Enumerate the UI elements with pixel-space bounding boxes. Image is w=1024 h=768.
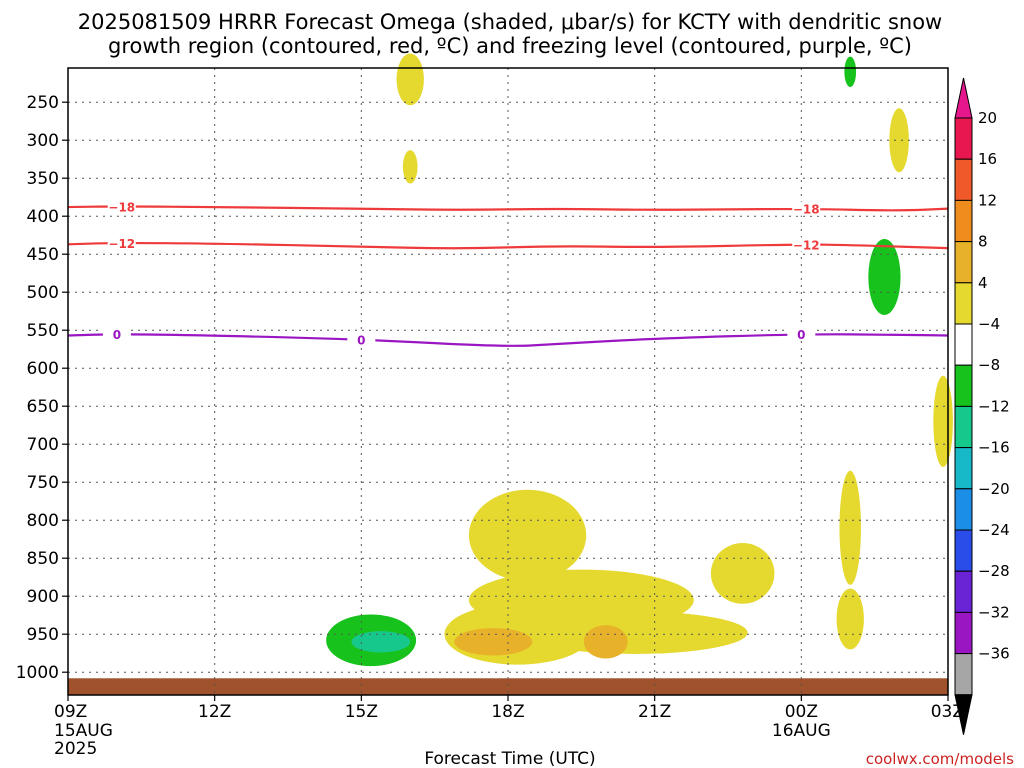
omega-region-14 <box>583 625 628 659</box>
ytick-label-850: 850 <box>27 549 59 569</box>
colorbar-swatch-1 <box>954 158 973 201</box>
colorbar-swatch-13 <box>954 653 973 696</box>
dendritic-contour-1-label-0: −12 <box>108 237 135 251</box>
omega-region-8 <box>710 543 775 604</box>
colorbar-label-7: −12 <box>978 397 1010 415</box>
ytick-label-350: 350 <box>27 169 59 189</box>
colorbar-label-6: −8 <box>978 356 1000 374</box>
colorbar-swatch-9 <box>954 488 973 531</box>
xtick-label-3: 12Z <box>198 702 231 722</box>
colorbar-swatch-8 <box>954 447 973 490</box>
credit-text: coolwx.com/models <box>866 750 1014 768</box>
xtick-label-15: 00Z <box>785 702 818 722</box>
freezing-level-contour-label-2: 0 <box>797 328 805 342</box>
colorbar-swatch-5 <box>954 323 973 366</box>
temperature-contours: −18 −18 −12 −12 0 0 0 <box>67 199 949 347</box>
colorbar-label-0: 20 <box>978 109 997 127</box>
ytick-label-700: 700 <box>27 435 59 455</box>
colorbar-label-2: 12 <box>978 191 997 209</box>
freezing-level-contour-label-0: 0 <box>113 328 121 342</box>
xtick-label-9: 18Z <box>491 702 524 722</box>
ytick-label-550: 550 <box>27 321 59 341</box>
xtick-label-0: 09Z <box>54 702 87 722</box>
colorbar-label-13: −36 <box>978 645 1010 663</box>
omega-region-4 <box>868 239 901 315</box>
ytick-label-900: 900 <box>27 587 59 607</box>
chart-title-line2: growth region (contoured, red, ºC) and f… <box>108 34 912 58</box>
colorbar-swatch-7 <box>954 405 973 449</box>
freezing-level-contour-label-bg-1 <box>347 332 376 347</box>
colorbar-swatch-12 <box>954 611 973 655</box>
colorbar-legend: 20 16 12 8 4 −4 −8 −12 −16 −20 −24 −28 −32 −36 <box>954 77 1010 735</box>
terrain-band <box>68 678 948 695</box>
omega-region-7 <box>836 588 864 650</box>
colorbar-label-1: 16 <box>978 150 997 168</box>
colorbar-label-8: −16 <box>978 439 1010 457</box>
xtick-year-0: 2025 <box>54 739 97 759</box>
terrain-fill <box>68 678 948 695</box>
ytick-label-1000: 1000 <box>16 663 59 683</box>
dendritic-contour-1-line <box>67 241 949 250</box>
colorbar-label-12: −32 <box>978 603 1010 621</box>
chart-title-line1: 2025081509 HRRR Forecast Omega (shaded, … <box>78 10 942 34</box>
freezing-level-contour-label-bg-0 <box>102 327 131 341</box>
colorbar-label-10: −24 <box>978 521 1010 539</box>
colorbar-swatch-10 <box>954 529 973 572</box>
colorbar-label-9: −20 <box>978 480 1010 498</box>
colorbar-top-arrow <box>954 77 973 119</box>
xtick-label-18: 03Z <box>931 702 964 722</box>
ytick-label-400: 400 <box>27 207 59 227</box>
dendritic-contour-1-label-bg-1 <box>792 237 821 252</box>
colorbar-swatch-11 <box>954 570 973 613</box>
x-axis-label: Forecast Time (UTC) <box>424 749 595 768</box>
dendritic-contour-0-label-1: −18 <box>793 203 820 217</box>
omega-region-2 <box>889 108 909 173</box>
ytick-label-600: 600 <box>27 359 59 379</box>
omega-region-16 <box>351 631 411 653</box>
colorbar-label-3: 8 <box>978 233 988 251</box>
ytick-label-250: 250 <box>27 93 59 113</box>
colorbar-label-5: −4 <box>978 315 1000 333</box>
ytick-label-800: 800 <box>27 511 59 531</box>
colorbar-swatch-3 <box>954 241 973 284</box>
colorbar-label-4: 4 <box>978 274 988 292</box>
xtick-label-6: 15Z <box>345 702 378 722</box>
colorbar-swatch-4 <box>954 282 973 325</box>
colorbar-swatch-0 <box>954 117 973 160</box>
ytick-label-300: 300 <box>27 131 59 151</box>
colorbar-bottom-arrow <box>954 694 973 735</box>
dendritic-contour-1-label-bg-0 <box>107 235 136 250</box>
colorbar-label-11: −28 <box>978 562 1010 580</box>
ytick-label-750: 750 <box>27 473 59 493</box>
ytick-label-950: 950 <box>27 625 59 645</box>
dendritic-contour-0-label-bg-0 <box>107 199 136 214</box>
omega-region-5 <box>933 375 953 467</box>
ytick-label-650: 650 <box>27 397 59 417</box>
colorbar-swatch-2 <box>954 199 973 243</box>
freezing-level-contour-label-1: 0 <box>357 333 365 347</box>
xtick-date-0: 15AUG <box>54 721 113 741</box>
dendritic-contour-0-label-0: −18 <box>108 200 135 214</box>
dendritic-contour-1-label-1: −12 <box>793 238 820 252</box>
omega-region-3 <box>844 56 857 87</box>
omega-region-1 <box>402 150 418 184</box>
colorbar-swatch-6 <box>954 364 973 407</box>
ytick-label-450: 450 <box>27 245 59 265</box>
xtick-label-12: 21Z <box>638 702 671 722</box>
freezing-level-contour-label-bg-2 <box>787 327 816 341</box>
xtick-date-15: 16AUG <box>772 721 831 741</box>
ytick-label-500: 500 <box>27 283 59 303</box>
omega-region-6 <box>839 470 861 585</box>
y-axis-pressure-ticks: 250 300 350 400 450 500 550 600 650 700 750 800 850 9… <box>16 93 68 683</box>
grid-lines <box>68 68 948 695</box>
omega-region-0 <box>396 53 424 106</box>
freezing-level-contour-line <box>67 333 949 347</box>
dendritic-contour-0-label-bg-1 <box>792 201 821 216</box>
omega-region-9 <box>468 489 587 581</box>
omega-region-13 <box>454 628 533 656</box>
omega-shading <box>326 53 953 667</box>
